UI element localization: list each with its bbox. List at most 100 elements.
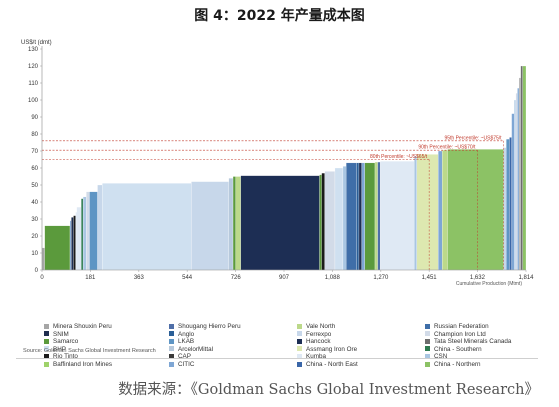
- y-tick-label: 20: [31, 234, 38, 240]
- legend-swatch: [44, 353, 49, 359]
- legend-label: Samarco: [53, 338, 79, 346]
- legend-item: Ferrexpo: [297, 331, 331, 338]
- cost-bar: [380, 161, 415, 271]
- legend-item: ArcelorMittal: [169, 346, 213, 353]
- cost-bar: [82, 196, 87, 271]
- x-tick-label: 726: [231, 275, 242, 281]
- legend-item: Tata Steel Minerals Canada: [425, 338, 511, 345]
- legend-swatch: [169, 346, 174, 352]
- legend-label: ArcelorMittal: [178, 345, 213, 353]
- legend-item: Rio Tinto: [44, 353, 78, 360]
- legend-item: BHP: [44, 346, 66, 353]
- legend-swatch: [297, 353, 302, 359]
- x-tick-label: 1,814: [518, 275, 534, 281]
- chart-frame: US$/t (dmt) 0 10 20 30 40 50 60 70 80 90 100 110 120 1…: [16, 34, 544, 368]
- x-tick-label: 363: [134, 275, 145, 281]
- cost-bar: [97, 184, 103, 271]
- x-tick-label: 544: [182, 275, 193, 281]
- cost-bar: [41, 247, 45, 271]
- y-tick-label: 10: [31, 251, 38, 257]
- cost-bar: [321, 172, 325, 271]
- footer-source: 数据来源：《Goldman Sachs Global Investment Re…: [118, 382, 539, 398]
- x-tick-label: 1,270: [373, 275, 389, 281]
- cost-bar: [44, 225, 71, 271]
- legend-swatch: [44, 361, 49, 367]
- legend-item: CSN: [425, 353, 447, 360]
- legend-label: CAP: [178, 353, 191, 361]
- cost-bar: [374, 161, 378, 271]
- legend-swatch: [169, 361, 174, 367]
- cost-bar: [522, 65, 527, 271]
- legend-swatch: [425, 361, 430, 367]
- legend-item: CITIC: [169, 361, 194, 368]
- legend-swatch: [425, 353, 430, 359]
- legend-item: China - North East: [297, 361, 358, 368]
- y-tick-label: 100: [28, 98, 39, 104]
- cost-bar: [438, 150, 443, 271]
- cost-bar: [73, 215, 76, 271]
- cost-bar: [503, 147, 507, 271]
- cost-bar: [69, 220, 72, 271]
- legend-label: SNIM: [53, 330, 69, 338]
- legend-label: Vale North: [306, 323, 336, 330]
- legend-item: Vale North: [297, 323, 335, 330]
- x-tick-label: 1,451: [422, 275, 438, 281]
- legend-label: Ferrexpo: [306, 330, 332, 338]
- legend-label: China - North East: [306, 361, 358, 368]
- percentile-label: 90th Percentile: ~US$70/t: [418, 145, 476, 151]
- legend-label: BHP: [53, 345, 66, 353]
- legend-swatch: [425, 338, 430, 344]
- legend-label: Rio Tinto: [53, 353, 78, 361]
- legend-swatch: [297, 361, 302, 367]
- legend-item: SNIM: [44, 331, 69, 338]
- legend-item: China - Northern: [425, 361, 481, 368]
- cost-bar: [342, 166, 347, 271]
- legend-label: LKAB: [178, 338, 195, 346]
- legend-item: Hancock: [297, 338, 331, 345]
- cost-bar: [416, 154, 439, 271]
- legend-item: Anglo: [169, 331, 194, 338]
- chart-legend: Minera Shouxin Peru SNIM Samarco BHP Rio Tin…: [44, 323, 554, 371]
- legend-swatch: [169, 353, 174, 359]
- divider: [16, 358, 538, 359]
- legend-item: Baffinland Iron Mines: [44, 361, 112, 368]
- cost-bar: [232, 176, 236, 271]
- legend-label: Champion Iron Ltd: [434, 330, 486, 338]
- legend-item: Shougang Hierro Peru: [169, 323, 241, 330]
- legend-item: Kumba: [297, 353, 326, 360]
- legend-swatch: [425, 331, 430, 337]
- y-axis-title: US$/t (dmt): [21, 40, 52, 46]
- legend-swatch: [425, 323, 430, 329]
- legend-label: Shougang Hierro Peru: [178, 323, 241, 330]
- legend-label: Tata Steel Minerals Canada: [434, 338, 512, 346]
- legend-label: Assmang Iron Ore: [306, 345, 358, 353]
- cost-bar: [356, 162, 360, 271]
- cost-bar: [191, 181, 229, 271]
- legend-label: China - Northern: [434, 361, 481, 368]
- legend-item: CAP: [169, 353, 191, 360]
- cost-bar: [511, 113, 515, 271]
- cost-bar: [442, 150, 448, 271]
- legend-item: Champion Iron Ltd: [425, 331, 486, 338]
- cost-bar: [240, 175, 320, 271]
- cost-bar: [377, 161, 381, 271]
- cost-bar: [414, 155, 417, 271]
- x-tick-label: 1,632: [470, 275, 486, 281]
- page-title: 图 4：2022 年产量成本图: [194, 8, 365, 24]
- legend-label: CITIC: [178, 361, 195, 368]
- cost-bar: [517, 87, 520, 271]
- legend-swatch: [44, 331, 49, 337]
- cost-bar: [361, 162, 365, 271]
- x-tick-label: 181: [85, 275, 96, 281]
- x-tick-label: 0: [40, 275, 44, 281]
- cost-bar: [346, 162, 357, 271]
- legend-swatch: [44, 338, 49, 344]
- cost-bar: [89, 191, 98, 271]
- cost-bar: [447, 149, 504, 271]
- legend-item: China - Southern: [425, 346, 482, 353]
- legend-swatch: [169, 331, 174, 337]
- legend-swatch: [44, 323, 49, 329]
- legend-swatch: [425, 346, 430, 352]
- cost-bar: [509, 137, 512, 271]
- x-tick-label: 907: [279, 275, 290, 281]
